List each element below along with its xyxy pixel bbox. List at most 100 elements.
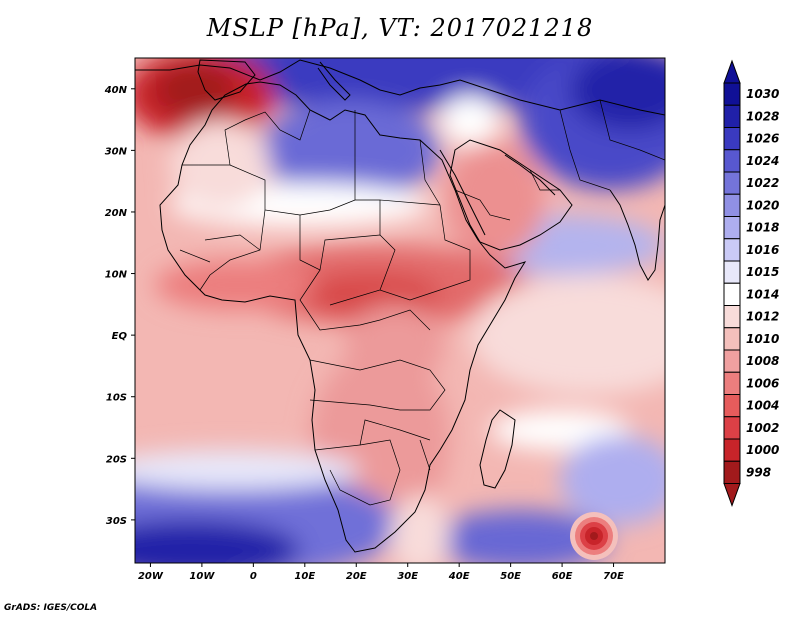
colorbar-level-label: 1020 xyxy=(746,198,779,212)
lon-tick-label: 10E xyxy=(294,571,315,582)
colorbar-swatch xyxy=(723,438,741,462)
madagascar xyxy=(479,409,516,489)
high-central-asia xyxy=(570,58,665,130)
colorbar-level-label: 1004 xyxy=(746,399,779,413)
colorbar-level-label: 1014 xyxy=(746,287,779,301)
lat-tick-label: EQ xyxy=(112,331,128,342)
colorbar-level-label: 1030 xyxy=(746,87,779,101)
lon-tick-label: 70E xyxy=(603,571,624,582)
border-5 xyxy=(299,269,431,331)
colorbar-top-arrow xyxy=(723,59,741,84)
lon-tick-label: 10W xyxy=(189,571,215,582)
low-arabia xyxy=(445,140,545,260)
colorbar-level-label: 998 xyxy=(746,465,771,479)
colorbar-swatch xyxy=(723,216,741,240)
high-sw-indian-ocean xyxy=(560,435,665,525)
colorbar-swatch xyxy=(723,82,741,106)
ridge-levant xyxy=(440,95,500,145)
lat-tick-label: 30N xyxy=(105,146,128,157)
border-10 xyxy=(354,110,441,206)
border-7 xyxy=(314,439,401,506)
low-sahel xyxy=(155,260,315,310)
colorbar-level-label: 1018 xyxy=(746,221,779,235)
lon-tick-label: 60E xyxy=(552,571,573,582)
border-3 xyxy=(299,215,396,306)
coastlines xyxy=(135,59,665,553)
colorbar-swatch xyxy=(723,460,741,484)
colorbar-level-label: 1012 xyxy=(746,310,779,324)
colorbar-swatch xyxy=(723,104,741,128)
border-8 xyxy=(359,419,431,471)
border-6 xyxy=(309,359,446,411)
border-4 xyxy=(379,200,471,301)
colorbar-level-label: 1022 xyxy=(746,176,779,190)
colorbar-swatch xyxy=(723,127,741,151)
lat-tick-label: 10S xyxy=(106,393,127,404)
field-blurred-blobs xyxy=(135,58,665,563)
border-2 xyxy=(199,209,266,291)
colorbar-level-label: 1000 xyxy=(746,443,779,457)
border-13 xyxy=(179,234,261,263)
colorbar-bottom-arrow xyxy=(723,483,741,507)
lat-tick-label: 20N xyxy=(105,208,128,219)
low-ring-998 xyxy=(590,532,598,540)
colorbar-level-label: 1006 xyxy=(746,376,779,390)
lat-tick-label: 20S xyxy=(106,454,127,465)
low-madagascar xyxy=(570,512,618,560)
lat-tick-label: 10N xyxy=(105,270,128,281)
colorbar-swatch xyxy=(723,260,741,284)
colorbar-swatch xyxy=(723,394,741,418)
indian-ocean-1012 xyxy=(470,275,665,395)
low-iberia-core xyxy=(155,62,235,118)
colorbar-swatch xyxy=(723,305,741,329)
colorbar-swatch xyxy=(723,371,741,395)
colorbar-level-label: 1008 xyxy=(746,354,779,368)
colorbar-swatch xyxy=(723,282,741,306)
colorbar-swatch xyxy=(723,327,741,351)
trough-east-africa xyxy=(345,305,445,385)
colorbar: 1030 1028 1026 1024 1022 1020 1018 1016 1015 1014… xyxy=(723,59,779,507)
chart-title: MSLP [hPa], VT: 2017021218 xyxy=(206,14,594,42)
borders xyxy=(179,99,665,506)
plot-frame xyxy=(134,57,666,564)
colorbar-swatch xyxy=(723,149,741,173)
south-atlantic-1015 xyxy=(135,450,360,490)
red-sea xyxy=(439,149,486,236)
india-coast xyxy=(609,189,665,281)
cape-ridge xyxy=(390,495,450,563)
lon-tick-label: 30E xyxy=(397,571,418,582)
colorbar-level-label: 1024 xyxy=(746,154,779,168)
lon-tick-label: 50E xyxy=(500,571,521,582)
colorbar-swatch xyxy=(723,171,741,195)
europe-coast xyxy=(135,59,665,116)
colorbar-swatch xyxy=(723,238,741,262)
longitude-axis: 20W 10W 0 10E 20E 30E 40E 50E 60E 70E xyxy=(138,563,624,582)
border-9 xyxy=(454,169,560,221)
colorbar-swatch xyxy=(723,416,741,440)
iberia xyxy=(197,59,256,101)
colorbar-level-label: 1026 xyxy=(746,132,779,146)
pressure-field xyxy=(135,58,665,563)
colorbar-swatch xyxy=(723,193,741,217)
lat-tick-label: 40N xyxy=(104,85,128,96)
lon-tick-label: 0 xyxy=(250,571,257,582)
africa-coastline xyxy=(159,81,527,553)
lon-tick-label: 20E xyxy=(346,571,367,582)
arabia xyxy=(449,139,573,251)
footer-credit: GrADS: IGES/COLA xyxy=(4,603,98,613)
colorbar-level-label: 1016 xyxy=(746,243,779,257)
persian-gulf xyxy=(504,154,556,196)
colorbar-swatch xyxy=(723,349,741,373)
lat-tick-label: 30S xyxy=(106,516,127,527)
lon-tick-label: 20W xyxy=(138,571,164,582)
lon-tick-label: 40E xyxy=(448,571,470,582)
colorbar-level-label: 1002 xyxy=(746,421,779,435)
border-11 xyxy=(559,99,665,191)
border-12 xyxy=(224,109,311,166)
colorbar-level-label: 1028 xyxy=(746,109,779,123)
high-south-indian xyxy=(430,510,610,563)
italy xyxy=(317,61,351,101)
colorbar-level-label: 1010 xyxy=(746,332,779,346)
latitude-axis: 40N 30N 20N 10N EQ 10S 20S 30S xyxy=(104,85,135,527)
